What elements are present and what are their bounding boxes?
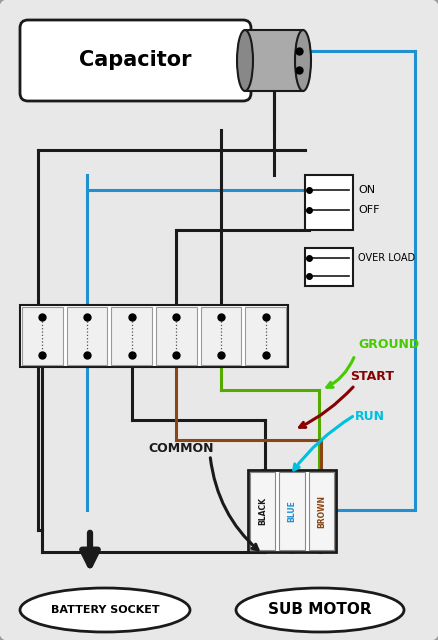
Text: COMMON: COMMON <box>148 442 213 455</box>
Text: Capacitor: Capacitor <box>79 51 192 70</box>
Bar <box>279 472 305 550</box>
Text: BLACK: BLACK <box>258 497 267 525</box>
Text: OVER LOAD: OVER LOAD <box>358 253 415 263</box>
Bar <box>250 472 276 550</box>
FancyBboxPatch shape <box>20 20 251 101</box>
Text: BROWN: BROWN <box>317 495 326 527</box>
Ellipse shape <box>295 30 311 91</box>
Text: GROUND: GROUND <box>358 338 419 351</box>
Ellipse shape <box>236 588 404 632</box>
Bar <box>305 248 353 286</box>
Bar <box>245 30 303 91</box>
Bar <box>20 305 288 367</box>
Bar <box>309 472 334 550</box>
Bar <box>67 307 107 365</box>
Text: OFF: OFF <box>358 205 379 215</box>
Text: START: START <box>350 370 394 383</box>
Text: BLUE: BLUE <box>287 500 297 522</box>
Bar <box>201 307 241 365</box>
Ellipse shape <box>237 30 253 91</box>
Text: ON: ON <box>358 185 375 195</box>
Text: RUN: RUN <box>355 410 385 423</box>
Bar <box>22 307 63 365</box>
Bar <box>156 307 197 365</box>
Bar <box>305 175 353 230</box>
Text: SUB MOTOR: SUB MOTOR <box>268 602 372 618</box>
Bar <box>245 307 286 365</box>
Bar <box>248 470 336 552</box>
Text: BATTERY SOCKET: BATTERY SOCKET <box>51 605 159 615</box>
Ellipse shape <box>20 588 190 632</box>
Bar <box>111 307 152 365</box>
